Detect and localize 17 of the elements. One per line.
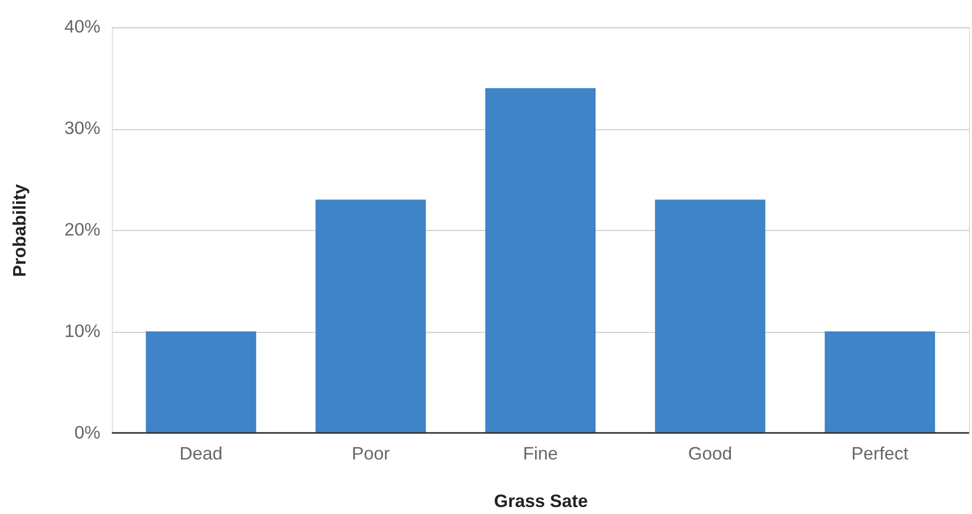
y-tick-label: 30% — [64, 118, 100, 138]
x-tick-label: Perfect — [851, 443, 908, 464]
y-axis-title: Probability — [9, 184, 30, 277]
bar — [655, 200, 766, 433]
x-tick-label: Fine — [522, 443, 558, 464]
x-tick-label: Poor — [352, 443, 390, 464]
y-tick-label: 20% — [64, 220, 100, 240]
x-axis-title: Grass Sate — [494, 491, 588, 512]
x-tick-label: Good — [688, 443, 732, 464]
y-tick-label: 40% — [64, 16, 100, 37]
bar — [824, 331, 936, 433]
x-tick-label: Dead — [180, 443, 222, 464]
bar — [485, 88, 596, 433]
y-tick-label: 0% — [74, 422, 100, 442]
bar — [146, 331, 256, 433]
bar — [316, 200, 426, 433]
y-tick-label: 10% — [64, 320, 100, 341]
